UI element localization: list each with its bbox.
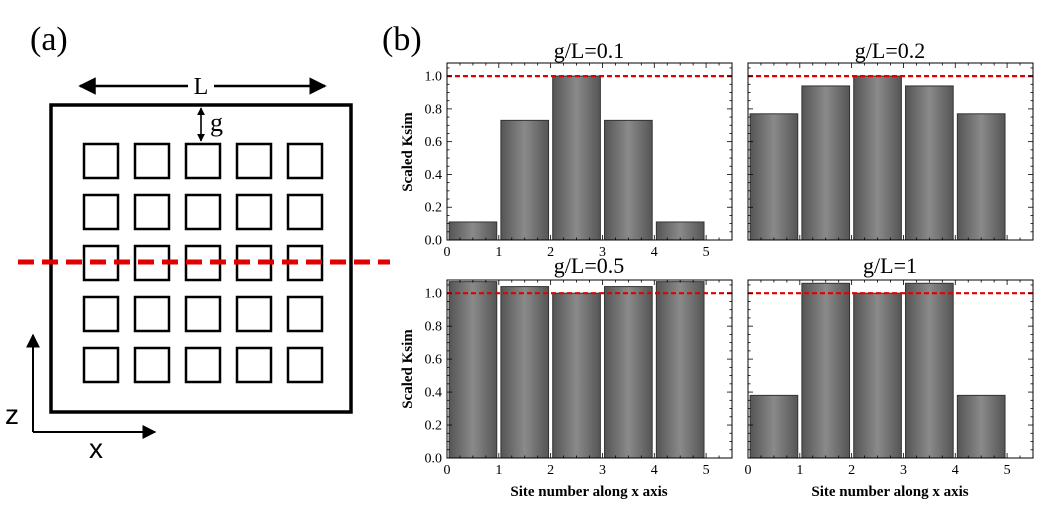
y-tick-label: 0.6 bbox=[425, 135, 443, 150]
site-square bbox=[133, 142, 171, 180]
site-square bbox=[184, 142, 222, 180]
bar-site-3 bbox=[905, 85, 954, 241]
x-tick-label: 1 bbox=[495, 245, 502, 260]
bar-site-3 bbox=[604, 119, 653, 241]
x-tick-label: 3 bbox=[599, 463, 606, 478]
site-square bbox=[235, 193, 273, 231]
site-square bbox=[133, 295, 171, 333]
bar-site-2 bbox=[853, 75, 902, 241]
bar-site-4 bbox=[655, 281, 705, 459]
bar-site-0 bbox=[749, 113, 799, 241]
x-tick-label: 0 bbox=[444, 463, 451, 478]
bar-site-1 bbox=[801, 282, 851, 459]
bar-site-3 bbox=[604, 286, 653, 459]
subplot-title: g/L=1 bbox=[863, 253, 917, 278]
chart-panel: (b) 0.0 0.2 0.4 0.6 0.8 1.0 0 1 2 3 4 5 g/L=0.1 Scale… bbox=[382, 21, 1034, 500]
subplot-title: g/L=0.5 bbox=[554, 253, 624, 278]
x-tick-label: 0 bbox=[444, 245, 451, 260]
site-square bbox=[82, 346, 120, 384]
subplot-gL-0.1: 0.0 0.2 0.4 0.6 0.8 1.0 0 1 2 3 4 5 g/L=0.1 Scaled Ks… bbox=[400, 38, 733, 260]
site-square bbox=[235, 346, 273, 384]
y-tick-label: 0.8 bbox=[425, 320, 443, 335]
panel-a-label: (a) bbox=[30, 21, 68, 58]
bar-site-4 bbox=[956, 113, 1006, 241]
y-tick-label: 0.4 bbox=[425, 168, 443, 183]
x-tick-label: 2 bbox=[547, 463, 554, 478]
bar-site-3 bbox=[905, 282, 954, 459]
outer-boundary bbox=[49, 103, 353, 414]
y-tick-label: 0.0 bbox=[425, 234, 443, 249]
bar-site-1 bbox=[801, 85, 851, 241]
y-tick-label: 0.8 bbox=[425, 102, 443, 117]
subplot-gL-0.5: 0.0 0.2 0.4 0.6 0.8 1.0 0 1 2 3 4 5 g/L=0.5 Scaled Ks… bbox=[400, 253, 733, 500]
panel-b-label: (b) bbox=[382, 21, 422, 58]
site-square bbox=[286, 346, 324, 384]
bar-site-2 bbox=[853, 292, 902, 459]
dimension-label-background bbox=[188, 72, 214, 98]
y-tick-label: 0.0 bbox=[425, 452, 443, 467]
x-tick-label: 5 bbox=[703, 463, 710, 478]
y-tick-label: 0.2 bbox=[425, 201, 443, 216]
x-tick-label: 4 bbox=[952, 463, 959, 478]
subplot-title: g/L=0.1 bbox=[554, 38, 624, 63]
site-square bbox=[286, 193, 324, 231]
x-tick-label: 3 bbox=[900, 463, 907, 478]
subplot-gL-0.2: g/L=0.2 bbox=[747, 38, 1034, 241]
bar-site-1 bbox=[500, 286, 550, 459]
bar-site-4 bbox=[655, 221, 705, 241]
site-square bbox=[184, 193, 222, 231]
x-tick-label: 3 bbox=[599, 245, 606, 260]
site-square bbox=[133, 193, 171, 231]
bar-site-2 bbox=[552, 75, 601, 241]
y-tick-label: 0.6 bbox=[425, 353, 443, 368]
x-axis-label: x bbox=[89, 433, 103, 464]
dimension-g-label: g bbox=[210, 108, 223, 137]
y-axis-label: Scaled Ksim bbox=[400, 329, 416, 409]
y-axis-label: Scaled Ksim bbox=[400, 112, 416, 192]
site-square bbox=[82, 295, 120, 333]
site-square bbox=[184, 346, 222, 384]
x-tick-label: 1 bbox=[495, 463, 502, 478]
x-tick-label: 2 bbox=[547, 245, 554, 260]
x-tick-label: 0 bbox=[745, 463, 752, 478]
site-square bbox=[184, 295, 222, 333]
bar-site-0 bbox=[749, 394, 799, 459]
site-square bbox=[235, 142, 273, 180]
site-square bbox=[235, 295, 273, 333]
x-tick-label: 1 bbox=[796, 463, 803, 478]
schematic-panel: (a) L g z x bbox=[5, 21, 390, 464]
subplot-gL-1: 0 1 2 3 4 5 g/L=1 Site number along x axis bbox=[745, 253, 1034, 500]
site-square bbox=[286, 295, 324, 333]
x-tick-label: 4 bbox=[651, 463, 658, 478]
bar-site-4 bbox=[956, 394, 1006, 459]
y-tick-label: 1.0 bbox=[425, 70, 443, 85]
z-axis-label: z bbox=[5, 399, 19, 430]
site-square bbox=[82, 193, 120, 231]
y-tick-label: 1.0 bbox=[425, 287, 443, 302]
x-tick-label: 4 bbox=[651, 245, 658, 260]
dimension-L-label: L bbox=[194, 74, 209, 100]
site-square bbox=[286, 142, 324, 180]
x-axis-label: Site number along x axis bbox=[811, 484, 968, 500]
site-square bbox=[133, 346, 171, 384]
y-tick-label: 0.4 bbox=[425, 386, 443, 401]
bar-site-0 bbox=[448, 221, 498, 241]
bar-site-1 bbox=[500, 119, 550, 241]
bar-site-0 bbox=[448, 281, 498, 459]
site-square bbox=[82, 142, 120, 180]
x-tick-label: 2 bbox=[848, 463, 855, 478]
y-tick-label: 0.2 bbox=[425, 419, 443, 434]
x-axis-label: Site number along x axis bbox=[510, 484, 667, 500]
bar-site-2 bbox=[552, 292, 601, 459]
subplot-title: g/L=0.2 bbox=[855, 38, 925, 63]
x-tick-label: 5 bbox=[1004, 463, 1011, 478]
x-tick-label: 5 bbox=[703, 245, 710, 260]
